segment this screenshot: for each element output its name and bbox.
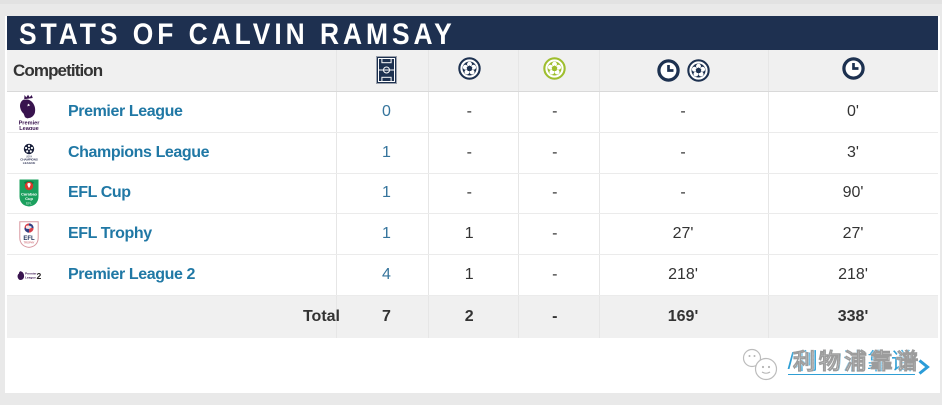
svg-text:Premier: Premier	[19, 120, 41, 126]
svg-text:Carabao: Carabao	[21, 192, 38, 197]
svg-text:TROPHY: TROPHY	[24, 240, 35, 244]
svg-text:UEFA: UEFA	[26, 155, 33, 158]
svg-text:League: League	[25, 276, 36, 280]
svg-text:EFL: EFL	[23, 236, 35, 242]
svg-text:LEAGUE: LEAGUE	[23, 160, 36, 163]
svg-text:CHAMPIONS: CHAMPIONS	[20, 157, 38, 161]
svg-text:EFL: EFL	[26, 202, 32, 206]
svg-text:Premier: Premier	[25, 272, 37, 276]
svg-text:League: League	[19, 126, 39, 130]
svg-text:Cup: Cup	[25, 196, 33, 201]
svg-text:2: 2	[37, 271, 42, 280]
